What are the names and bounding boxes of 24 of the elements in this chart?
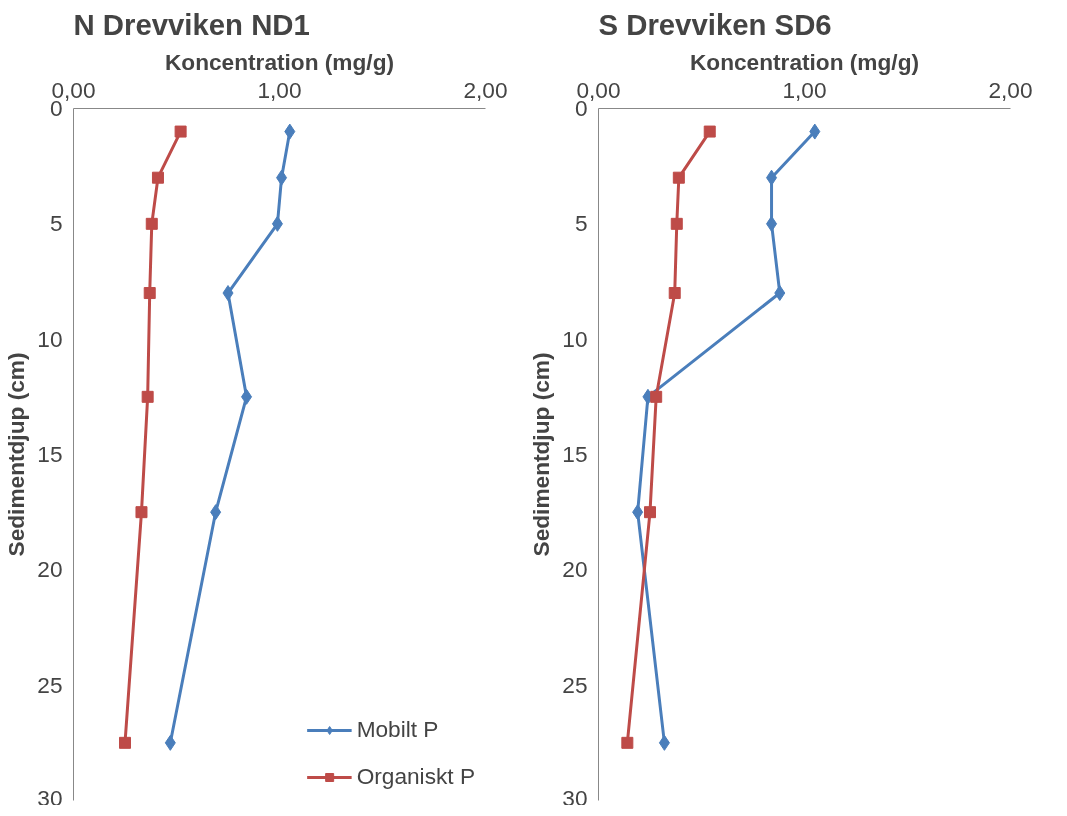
y-tick-label: 25 [562, 671, 588, 698]
chart-title: S Drevviken SD6 [598, 7, 832, 41]
y-axis-title: Sedimentdjup (cm) [3, 352, 30, 557]
y-tick-label: 25 [37, 671, 63, 698]
y-tick-label: 10 [37, 325, 63, 352]
y-tick-label: 15 [562, 441, 588, 467]
y-tick-label: 30 [562, 784, 588, 811]
y-tick-label: 20 [37, 556, 63, 583]
y-tick-label: 10 [562, 325, 588, 352]
legend-label: Mobilt P [356, 716, 439, 743]
y-tick-label: 20 [562, 556, 588, 583]
x-tick-label: 2,00 [463, 76, 508, 103]
x-axis-title: Koncentration (mg/g) [689, 48, 920, 75]
x-tick-label: 2,00 [988, 76, 1033, 103]
y-tick-label: 15 [37, 441, 63, 467]
y-tick-label: 5 [49, 210, 63, 237]
chart-title: N Drevviken ND1 [73, 7, 310, 41]
y-tick-label: 5 [574, 210, 588, 237]
y-tick-label: 30 [37, 784, 63, 811]
x-tick-label: 1,00 [257, 76, 302, 103]
legend-label: Organiskt P [356, 763, 475, 790]
x-tick-label: 1,00 [782, 76, 827, 103]
x-axis-title: Koncentration (mg/g) [164, 48, 395, 75]
y-axis-title: Sedimentdjup (cm) [528, 352, 555, 557]
